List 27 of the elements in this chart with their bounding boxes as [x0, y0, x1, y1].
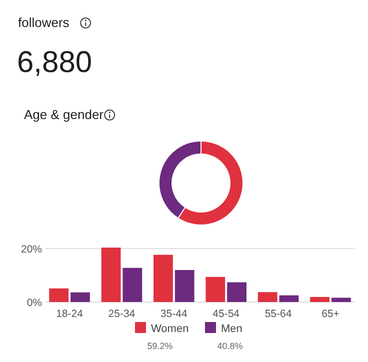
bar	[279, 295, 299, 302]
legend-label: Women	[151, 323, 189, 335]
bar	[331, 298, 351, 302]
bar	[122, 268, 142, 302]
data-label: 40.8%	[217, 341, 243, 351]
x-tick-label: 25-34	[108, 308, 136, 320]
x-tick-label: 18-24	[56, 308, 84, 320]
bar	[258, 292, 278, 302]
text: followers	[18, 15, 70, 30]
bar	[70, 292, 90, 302]
bar	[154, 254, 173, 302]
bar	[227, 282, 246, 302]
x-tick-label: 65+	[322, 308, 340, 320]
text: 6,880	[17, 46, 92, 79]
bar	[101, 248, 121, 302]
bar	[206, 276, 226, 302]
chart-title: Age & gender	[24, 107, 104, 122]
bar	[174, 270, 194, 302]
bar	[310, 296, 330, 302]
legend-label: Men	[221, 323, 242, 335]
y-tick-label: 20%	[20, 244, 42, 256]
bar	[49, 288, 69, 302]
x-tick-label: 35-44	[160, 308, 188, 320]
x-tick-label: 55-64	[264, 308, 292, 320]
data-label: 59.2%	[147, 341, 173, 351]
y-tick-label: 0%	[26, 297, 42, 309]
x-tick-label: 45-54	[212, 308, 240, 320]
